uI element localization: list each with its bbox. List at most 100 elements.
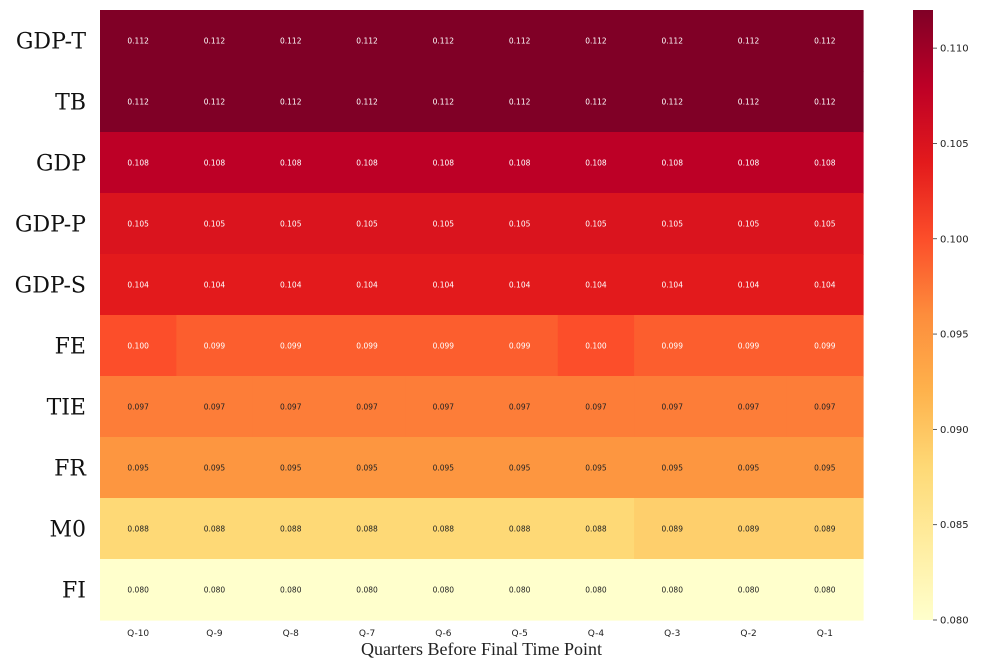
heatmap-cell [710, 437, 788, 499]
heatmap-cell [328, 437, 406, 499]
colorbar [913, 10, 933, 620]
heatmap-cell [634, 254, 711, 316]
heatmap-cell [634, 71, 711, 133]
cell-value-label: 0.095 [585, 464, 607, 473]
heatmap-cell [557, 71, 635, 133]
cell-value-label: 0.089 [662, 525, 684, 534]
heatmap-cell [405, 376, 483, 438]
cell-value-label: 0.095 [280, 464, 302, 473]
heatmap-cell [328, 376, 406, 438]
heatmap-cell [405, 10, 483, 72]
x-tick-label: Q-4 [588, 629, 605, 639]
heatmap-cell [786, 437, 864, 499]
colorbar-tick-label: 0.110 [940, 44, 969, 55]
heatmap-cell [634, 437, 711, 499]
heatmap-cell [100, 376, 177, 438]
heatmap-cell [176, 437, 254, 499]
cell-value-label: 0.095 [814, 464, 836, 473]
cell-value-label: 0.088 [204, 525, 226, 534]
heatmap-cell [252, 193, 330, 255]
heatmap-cell [786, 10, 864, 72]
cell-value-label: 0.108 [662, 159, 684, 168]
heatmap-cell [405, 498, 483, 560]
y-axis-tick-labels: GDP-T TB GDP GDP-P GDP-S FE TIE FR M0 FI [15, 30, 88, 604]
cell-value-label: 0.108 [814, 159, 836, 168]
heatmap-cell [405, 193, 483, 255]
x-axis-title: Quarters Before Final Time Point [361, 639, 602, 659]
cell-value-label: 0.099 [662, 342, 684, 351]
colorbar-tick-label: 0.095 [940, 330, 969, 341]
heatmap-cell [100, 498, 177, 560]
x-tick-label: Q-6 [435, 629, 452, 639]
cell-value-label: 0.088 [509, 525, 531, 534]
heatmap-cell [634, 498, 711, 560]
heatmap-cell [100, 193, 177, 255]
heatmap-cell [252, 315, 330, 377]
heatmap-cell [634, 132, 711, 194]
heatmap-cell [100, 254, 177, 316]
heatmap-cell [328, 559, 406, 621]
heatmap-cell [176, 71, 254, 133]
cell-value-label: 0.104 [127, 281, 149, 290]
cell-value-label: 0.105 [356, 220, 378, 229]
heatmap-cell [634, 315, 711, 377]
heatmap-cell [710, 498, 788, 560]
cell-value-label: 0.104 [662, 281, 684, 290]
cell-value-label: 0.105 [814, 220, 836, 229]
cell-value-label: 0.095 [738, 464, 760, 473]
x-tick-label: Q-7 [359, 629, 375, 639]
cell-value-label: 0.097 [814, 403, 836, 412]
colorbar-ticks: 0.080 0.085 0.090 0.095 0.100 0.105 0.110 [933, 44, 969, 627]
heatmap-cell [328, 254, 406, 316]
cell-value-label: 0.080 [356, 586, 378, 595]
heatmap-cell [328, 71, 406, 133]
heatmap-cell [481, 315, 559, 377]
heatmap-cell [328, 315, 406, 377]
cell-value-label: 0.105 [127, 220, 149, 229]
heatmap-cell [710, 132, 788, 194]
heatmap-cell [176, 315, 254, 377]
cell-value-label: 0.112 [662, 37, 684, 46]
heatmap-cell [252, 254, 330, 316]
heatmap-cell [710, 10, 788, 72]
cell-value-label: 0.104 [280, 281, 302, 290]
cell-value-label: 0.097 [356, 403, 378, 412]
heatmap-cell [176, 254, 254, 316]
cell-value-label: 0.080 [127, 586, 149, 595]
heatmap-cell [710, 376, 788, 438]
heatmap-cell [557, 437, 635, 499]
heatmap-cell [328, 132, 406, 194]
heatmap-cell [786, 254, 864, 316]
heatmap-cell [100, 437, 177, 499]
cell-value-label: 0.095 [127, 464, 149, 473]
heatmap-cell [481, 193, 559, 255]
heatmap-cell [100, 71, 177, 133]
cell-value-label: 0.104 [204, 281, 226, 290]
cell-value-label: 0.097 [662, 403, 684, 412]
heatmap-cell [786, 376, 864, 438]
heatmap-cell [786, 193, 864, 255]
heatmap-cell [786, 71, 864, 133]
cell-value-label: 0.105 [585, 220, 607, 229]
cell-value-label: 0.108 [356, 159, 378, 168]
cell-value-label: 0.112 [127, 98, 149, 107]
cell-value-label: 0.104 [509, 281, 531, 290]
cell-value-label: 0.080 [585, 586, 607, 595]
x-tick-label: Q-10 [127, 629, 149, 639]
heatmap-cells [100, 10, 864, 621]
cell-value-label: 0.097 [280, 403, 302, 412]
cell-value-label: 0.099 [356, 342, 378, 351]
cell-value-label: 0.080 [433, 586, 455, 595]
x-tick-label: Q-5 [511, 629, 527, 639]
heatmap-cell [557, 315, 635, 377]
cell-value-label: 0.097 [509, 403, 531, 412]
heatmap-cell [176, 193, 254, 255]
cell-value-label: 0.095 [509, 464, 531, 473]
cell-value-label: 0.112 [280, 37, 302, 46]
cell-value-label: 0.112 [433, 37, 455, 46]
cell-value-label: 0.112 [356, 37, 378, 46]
y-tick-label: GDP-T [16, 30, 86, 55]
heatmap-cell [481, 10, 559, 72]
cell-value-label: 0.112 [509, 98, 531, 107]
heatmap-cell [405, 559, 483, 621]
